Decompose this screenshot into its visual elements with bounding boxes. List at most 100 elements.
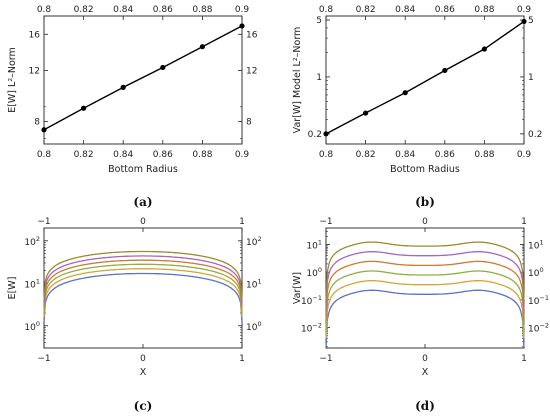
x-tick-label: 0.84 bbox=[395, 150, 415, 160]
x-axis-label: Bottom Radius bbox=[108, 164, 178, 175]
series-curve bbox=[43, 255, 243, 305]
x-tick-label: 0.86 bbox=[435, 150, 455, 160]
data-point bbox=[402, 90, 408, 96]
x-tick-label: 0.86 bbox=[153, 150, 173, 160]
x-tick-label: 1 bbox=[521, 354, 527, 364]
data-point bbox=[521, 18, 527, 25]
y-tick-label: 100 bbox=[24, 320, 40, 333]
y-tick-label: 12 bbox=[29, 67, 40, 77]
y-tick-label-right: 10−2 bbox=[528, 321, 549, 334]
x-tick-label-top: 0.86 bbox=[435, 5, 455, 15]
panel-caption: (c) bbox=[134, 399, 153, 413]
x-tick-label-top: 0.8 bbox=[37, 5, 52, 15]
plot-frame bbox=[325, 15, 525, 145]
x-tick-label-top: 0.86 bbox=[153, 5, 173, 15]
data-point bbox=[323, 131, 329, 137]
y-tick-label-right: 12 bbox=[246, 67, 257, 77]
x-tick-label: 0.8 bbox=[37, 150, 52, 160]
x-axis-label: Bottom Radius bbox=[390, 164, 460, 175]
series-curve bbox=[43, 259, 243, 309]
series-curve bbox=[325, 280, 525, 339]
x-axis-label: X bbox=[140, 367, 147, 378]
panel-caption: (b) bbox=[415, 195, 435, 209]
x-tick-label-top: −1 bbox=[37, 217, 50, 227]
x-tick-label-top: 0 bbox=[140, 217, 146, 227]
series-curve bbox=[43, 268, 243, 317]
y-axis-label: Var[W] bbox=[292, 272, 303, 304]
x-tick-label: −1 bbox=[319, 354, 332, 364]
x-tick-label: 0.82 bbox=[356, 150, 376, 160]
x-tick-label-top: 0.88 bbox=[474, 5, 494, 15]
y-tick-label-right: 101 bbox=[246, 277, 262, 290]
y-tick-label-right: 16 bbox=[246, 30, 258, 40]
data-point bbox=[41, 127, 47, 133]
data-point bbox=[363, 110, 369, 116]
y-tick-label: 101 bbox=[24, 277, 40, 290]
series-line bbox=[325, 20, 525, 135]
x-tick-label: 0.9 bbox=[235, 150, 250, 160]
panel-b-line-chart: 0.8 0.8 0.82 0.82 0.84 0.84 0.86 0.86 0.88 0.88 0.… bbox=[292, 5, 542, 209]
x-axis-label: X bbox=[422, 367, 429, 378]
y-tick-label: 5 bbox=[316, 16, 322, 26]
x-tick-label-top: −1 bbox=[319, 217, 332, 227]
y-tick-label: 100 bbox=[306, 266, 322, 279]
panel-a-line-chart: 0.8 0.8 0.82 0.82 0.84 0.84 0.86 0.86 0.88 0.88 0.… bbox=[7, 5, 258, 209]
x-tick-label: 0.82 bbox=[74, 150, 94, 160]
x-tick-label-top: 0.84 bbox=[395, 5, 415, 15]
y-tick-label: 101 bbox=[306, 239, 322, 252]
panel-caption: (a) bbox=[133, 195, 152, 209]
series-curve bbox=[325, 241, 525, 300]
x-tick-label: 0.8 bbox=[319, 150, 334, 160]
series-curve bbox=[325, 251, 525, 310]
data-point bbox=[199, 44, 205, 50]
x-tick-label-top: 0.9 bbox=[517, 5, 532, 15]
y-tick-label-right: 10−1 bbox=[528, 294, 549, 307]
x-tick-label: 1 bbox=[239, 354, 245, 364]
x-tick-label: 0.9 bbox=[517, 150, 532, 160]
x-tick-label: 0.88 bbox=[192, 150, 212, 160]
x-tick-label-top: 1 bbox=[521, 217, 527, 227]
y-tick-label-right: 100 bbox=[246, 320, 262, 333]
x-tick-label: −1 bbox=[37, 354, 50, 364]
x-tick-label-top: 0.88 bbox=[192, 5, 212, 15]
plot-frame bbox=[43, 15, 243, 145]
x-tick-label-top: 0.8 bbox=[319, 5, 334, 15]
data-point bbox=[481, 46, 487, 52]
y-axis-label: E[W] L²–Norm bbox=[7, 47, 18, 113]
y-tick-label: 10−2 bbox=[301, 321, 322, 334]
data-point bbox=[239, 23, 245, 29]
x-tick-label: 0.88 bbox=[474, 150, 494, 160]
y-tick-label: 1 bbox=[316, 73, 322, 83]
x-tick-label: 0.84 bbox=[113, 150, 133, 160]
data-point bbox=[120, 84, 126, 90]
series-curve bbox=[43, 272, 243, 322]
data-point bbox=[81, 105, 87, 111]
x-tick-label: 0 bbox=[140, 354, 146, 364]
plot-frame bbox=[43, 227, 243, 349]
series-curve bbox=[43, 263, 243, 313]
y-tick-label-right: 8 bbox=[246, 118, 252, 128]
panel-d-log-curves-chart: −1 −1 0 0 1 1 10−2 10−2 10−1 10−1 100 100 101 101 X Var… bbox=[292, 217, 549, 413]
series-curve bbox=[325, 260, 525, 320]
y-axis-label: E[W] bbox=[7, 277, 18, 300]
data-point bbox=[442, 67, 448, 74]
panel-c-log-curves-chart: −1 −1 0 0 1 1 100 100 101 101 102 102 X E[W] (c) bbox=[7, 217, 262, 413]
panel-caption: (d) bbox=[415, 399, 435, 413]
y-tick-label: 10−1 bbox=[301, 294, 322, 307]
y-tick-label-right: 100 bbox=[528, 266, 544, 279]
series-curve bbox=[325, 270, 525, 329]
x-tick-label-top: 0.82 bbox=[356, 5, 376, 15]
x-tick-label-top: 0 bbox=[422, 217, 428, 227]
x-tick-label-top: 0.9 bbox=[235, 5, 250, 15]
series-curve bbox=[43, 250, 243, 300]
series-curve bbox=[325, 289, 525, 348]
y-tick-label: 102 bbox=[24, 235, 40, 248]
x-tick-label-top: 0.84 bbox=[113, 5, 133, 15]
y-tick-label-right: 5 bbox=[528, 16, 534, 26]
x-tick-label: 0 bbox=[422, 354, 428, 364]
data-point bbox=[160, 64, 166, 71]
y-tick-label: 16 bbox=[29, 30, 41, 40]
y-tick-label: 0.2 bbox=[308, 130, 322, 140]
y-tick-label-right: 0.2 bbox=[528, 130, 542, 140]
